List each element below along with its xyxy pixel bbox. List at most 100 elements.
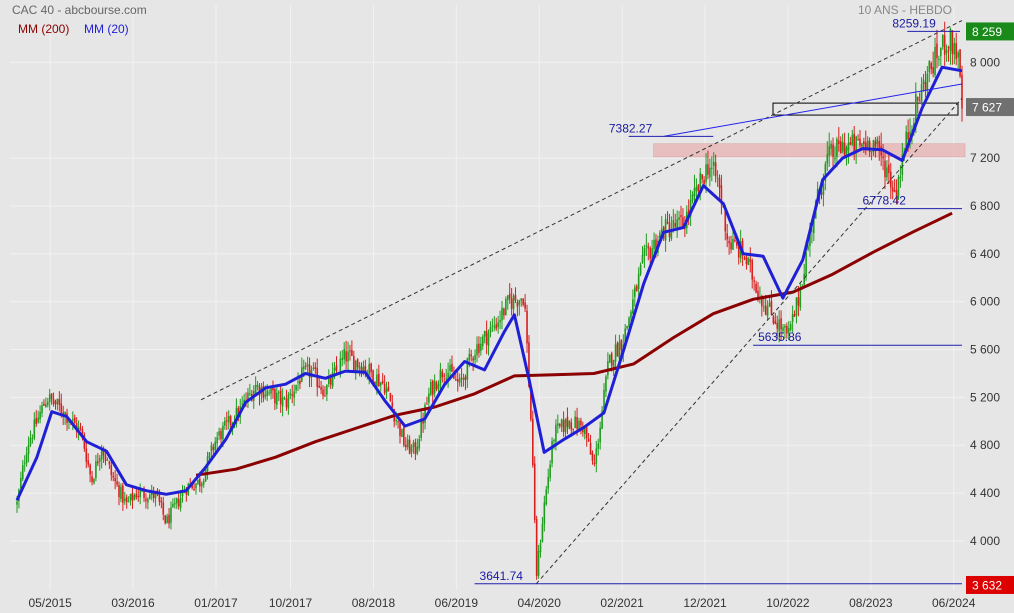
candle-body	[516, 302, 519, 307]
candle-body	[149, 494, 151, 499]
candle-body	[695, 187, 698, 191]
candle-body	[410, 446, 413, 453]
candle-body	[195, 483, 197, 489]
annotation-label: 3641.74	[480, 569, 524, 583]
candle-body	[202, 481, 205, 485]
candle-body	[672, 220, 675, 229]
candle-body	[227, 415, 230, 423]
candle-body	[339, 358, 342, 374]
candle-body	[291, 394, 294, 396]
y-tick-label: 8 000	[970, 55, 1000, 69]
candle-body	[314, 367, 317, 369]
candle-body	[510, 298, 513, 309]
candle-body	[254, 384, 257, 394]
candle-body	[378, 373, 380, 386]
candle-body	[480, 343, 482, 351]
candle-body	[354, 360, 357, 372]
y-tick-label: 4 000	[970, 534, 1000, 548]
candle-body	[120, 486, 122, 499]
candle-body	[276, 392, 278, 405]
candle-body	[682, 217, 684, 228]
candle-body	[734, 239, 736, 242]
y-tick-label: 6 000	[970, 295, 1000, 309]
candle-body	[289, 393, 292, 396]
candle-body	[81, 429, 84, 435]
candle-body	[406, 439, 409, 448]
candle-body	[795, 297, 798, 316]
annotation-label: 8259.19	[892, 16, 936, 30]
x-tick-label: 02/2021	[600, 596, 644, 610]
candle-body	[333, 367, 336, 371]
x-tick-label: 10/2017	[269, 596, 313, 610]
candle-body	[630, 311, 632, 318]
candle-body	[659, 232, 661, 239]
candle-body	[256, 384, 259, 388]
candle-body	[855, 136, 857, 151]
candle-body	[408, 439, 411, 454]
candle-body	[304, 365, 307, 367]
candle-body	[285, 398, 288, 408]
candle-body	[603, 389, 605, 409]
candle-body	[959, 49, 961, 77]
candle-body	[905, 131, 907, 150]
candle-body	[570, 422, 573, 430]
candle-body	[789, 324, 792, 331]
candle-body	[618, 341, 621, 359]
candle-body	[64, 412, 66, 416]
x-tick-label: 12/2021	[683, 596, 727, 610]
candle-body	[162, 502, 165, 515]
candle-body	[356, 359, 359, 368]
candle-body	[941, 34, 944, 47]
candle-body	[48, 394, 51, 403]
candle-body	[901, 154, 904, 175]
candle-body	[116, 481, 118, 485]
candle-body	[237, 408, 240, 418]
candle-body	[786, 326, 788, 334]
candle-body	[564, 418, 567, 433]
candle-body	[951, 30, 954, 55]
candle-body	[834, 157, 836, 160]
candle-body	[362, 366, 365, 374]
candle-body	[299, 380, 301, 385]
candle-body	[460, 377, 463, 379]
candle-body	[439, 369, 442, 386]
candle-body	[932, 66, 934, 74]
candle-body	[447, 373, 449, 380]
candle-body	[50, 393, 53, 400]
candle-body	[441, 371, 444, 378]
candle-body	[839, 141, 842, 154]
candle-body	[770, 300, 773, 315]
candle-body	[487, 332, 490, 347]
candle-body	[653, 239, 655, 250]
candle-body	[751, 260, 754, 280]
candle-body	[98, 458, 101, 462]
candle-body	[724, 208, 727, 232]
candle-body	[35, 417, 38, 424]
candle-body	[154, 491, 157, 499]
candle-body	[399, 422, 401, 436]
candle-body	[112, 475, 115, 478]
candle-body	[864, 142, 867, 149]
price-tag	[966, 22, 1014, 41]
candle-body	[816, 188, 819, 199]
candle-body	[329, 377, 332, 385]
candle-body	[97, 461, 99, 464]
candle-body	[118, 484, 120, 498]
candle-body	[470, 354, 473, 357]
candle-body	[870, 151, 873, 153]
candle-body	[443, 375, 446, 377]
candle-body	[583, 427, 586, 434]
candle-body	[587, 438, 590, 442]
candle-body	[907, 132, 909, 140]
resistance-box	[772, 102, 959, 116]
candle-body	[274, 388, 276, 404]
candle-body	[872, 139, 875, 152]
candle-body	[87, 460, 90, 465]
candle-body	[743, 257, 746, 259]
candle-body	[628, 317, 630, 327]
candle-body	[791, 313, 794, 322]
candle-body	[522, 298, 524, 305]
candle-body	[268, 392, 270, 394]
